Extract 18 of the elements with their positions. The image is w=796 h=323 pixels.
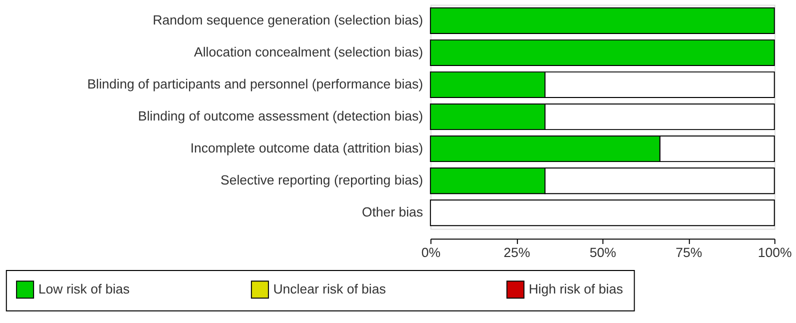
bar	[430, 199, 775, 226]
x-tick-label: 100%	[758, 244, 792, 260]
legend-label: Unclear risk of bias	[273, 282, 386, 297]
y-tick-label: Random sequence generation (selection bias)	[152, 12, 424, 28]
legend-label: Low risk of bias	[38, 282, 130, 297]
y-tick-label: Selective reporting (reporting bias)	[220, 172, 424, 188]
bar	[430, 7, 775, 34]
legend-label: High risk of bias	[528, 282, 624, 297]
y-tick-label: Blinding of participants and personnel (performance bias)	[87, 76, 424, 92]
bar	[430, 39, 775, 66]
y-tick-label: Other bias	[362, 204, 424, 220]
x-tick-label: 0%	[421, 244, 441, 260]
x-tick-label: 50%	[590, 244, 616, 260]
y-tick-label: Incomplete outcome data (attrition bias)	[190, 140, 424, 156]
x-tick-label: 25%	[504, 244, 530, 260]
y-tick-label: Blinding of outcome assessment (detection bias)	[138, 108, 424, 124]
x-tick-label: 75%	[676, 244, 702, 260]
y-tick-label: Allocation concealment (selection bias)	[194, 44, 424, 60]
